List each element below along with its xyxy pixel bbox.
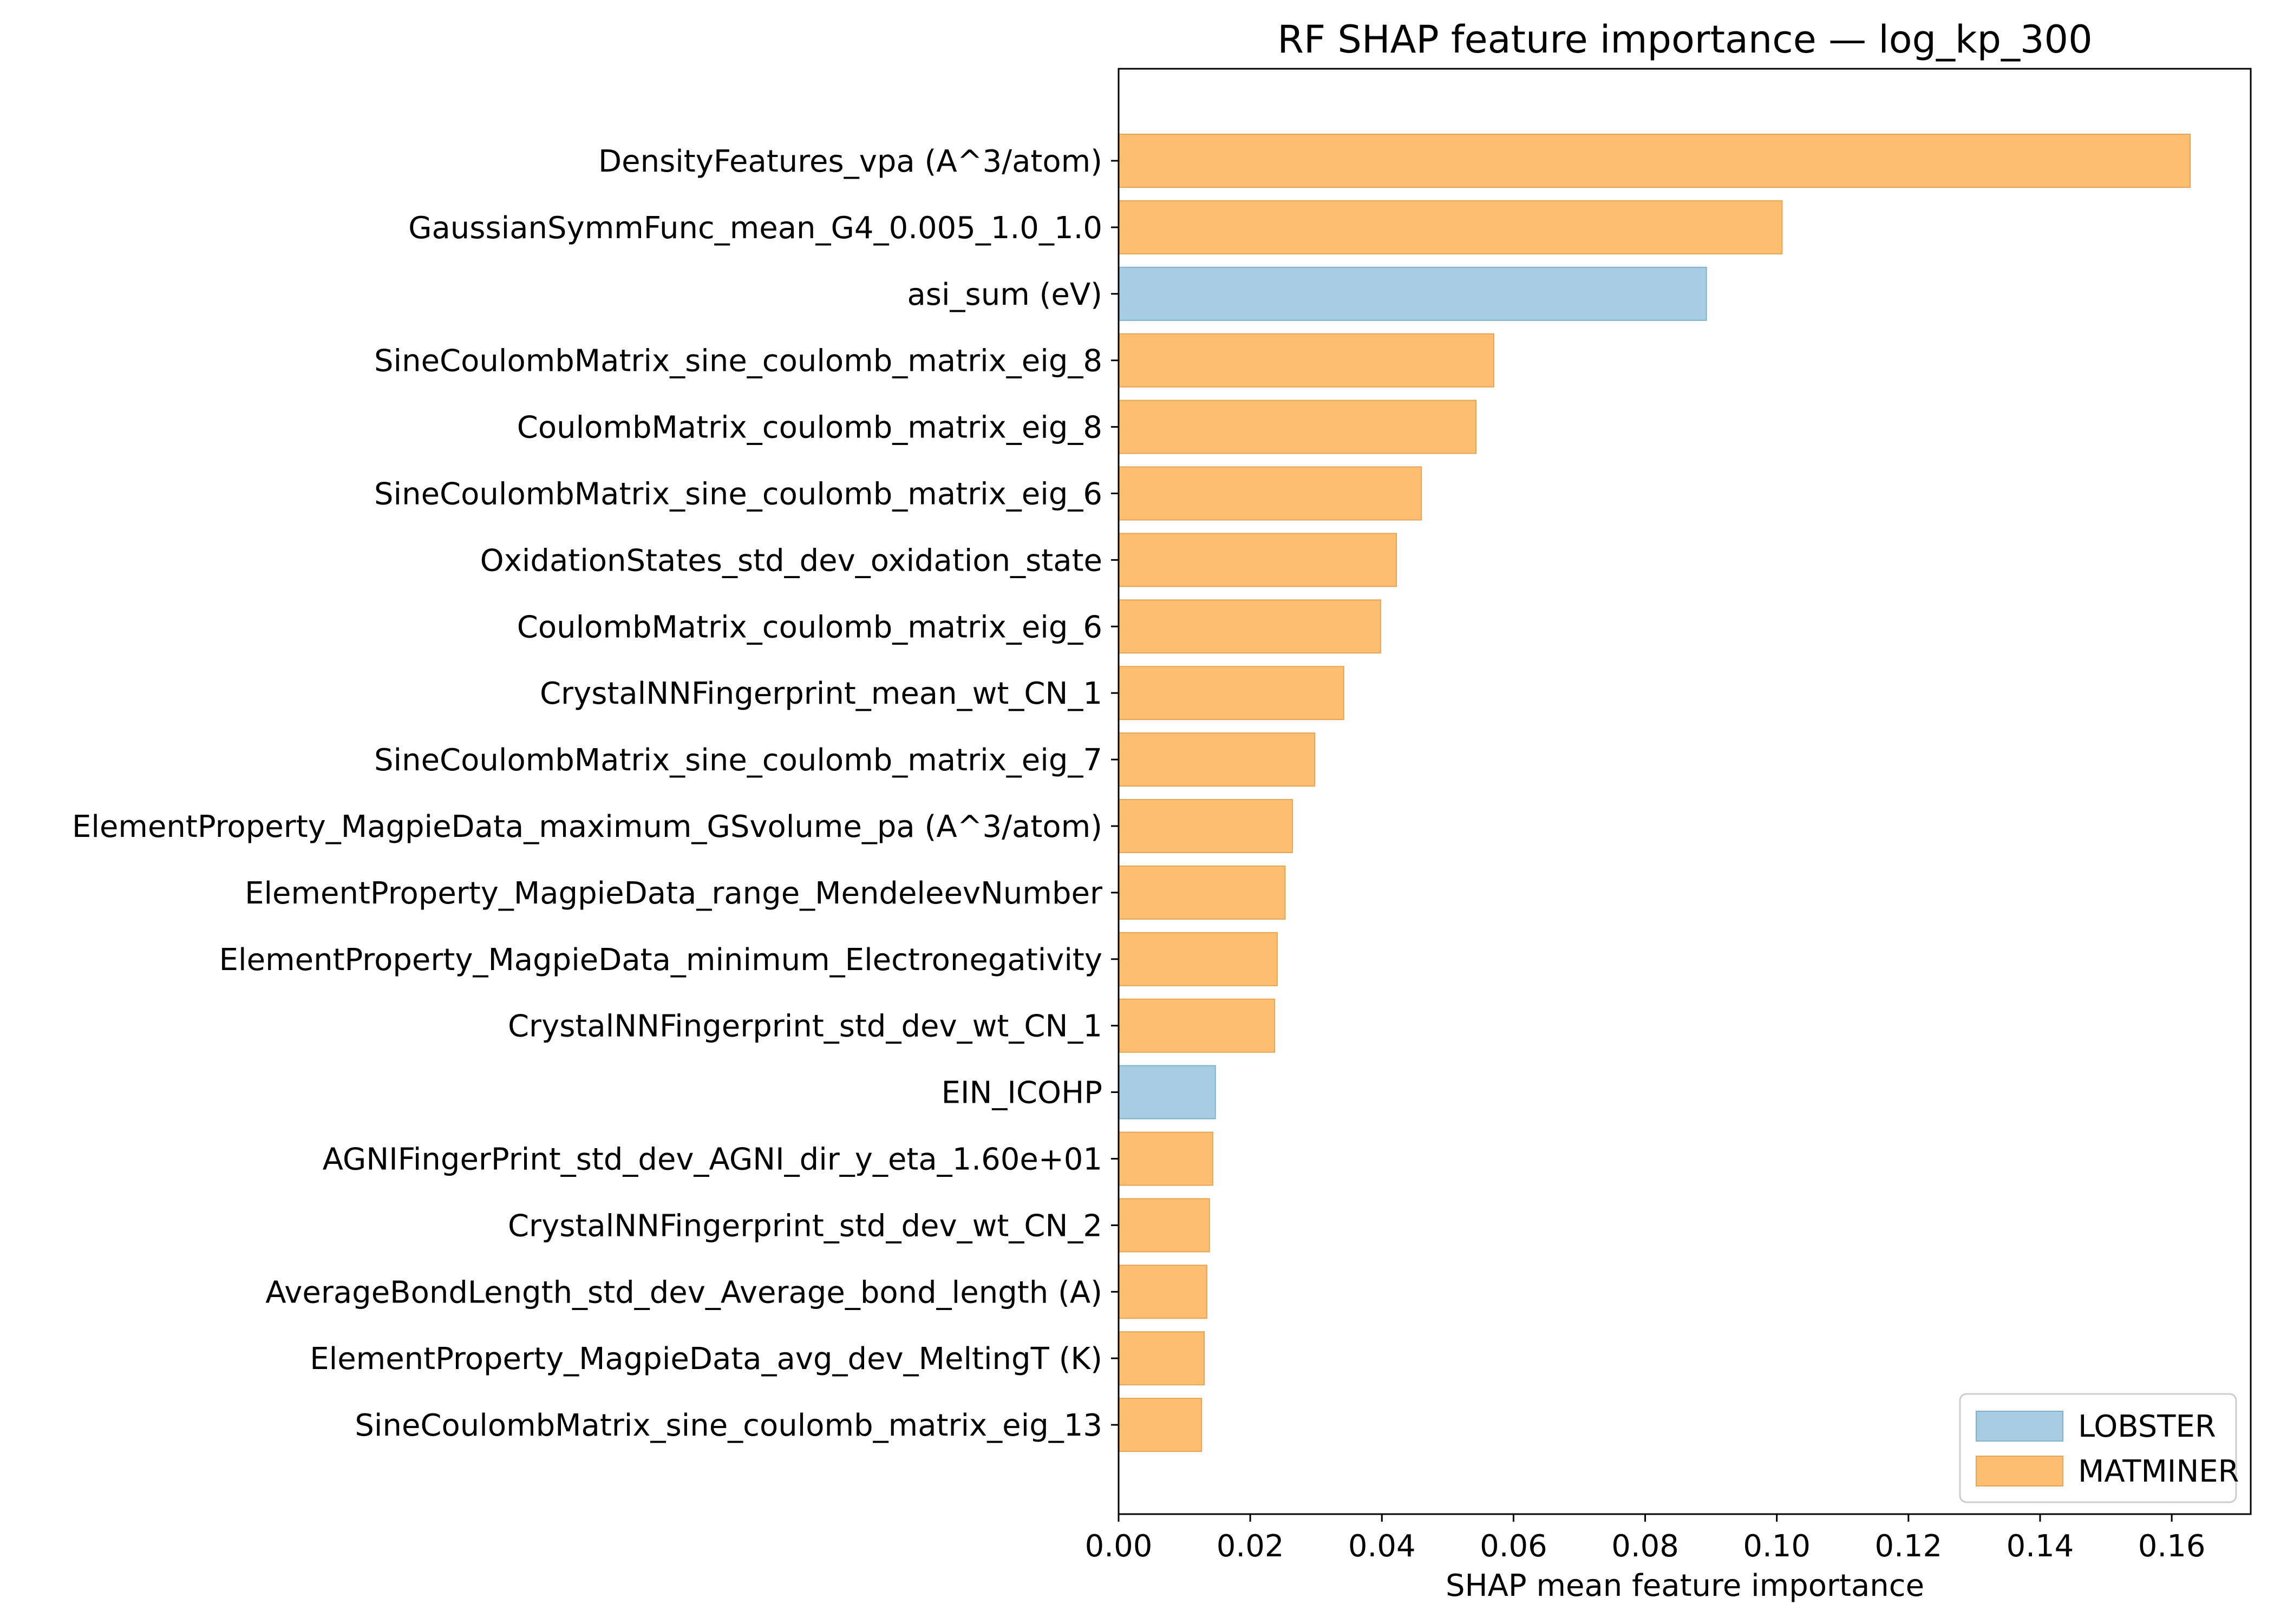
x-tick-label: 0.08 [1611, 1529, 1679, 1564]
bar-averagebondlength-std-dev-average-bond-length-a [1118, 1265, 1207, 1319]
chart-title: RF SHAP feature importance — log_kp_300 [1277, 17, 2092, 62]
y-tick-label: SineCoulombMatrix_sine_coulomb_matrix_ei… [374, 344, 1102, 379]
bar-agnifingerprint-std-dev-agni-dir-y-eta-1-60e-01 [1118, 1131, 1213, 1186]
x-tick-label: 0.02 [1217, 1529, 1284, 1564]
bar-elementproperty-magpiedata-avg-dev-meltingt-k [1118, 1331, 1205, 1386]
x-axis-ticks: 0.00 0.02 0.04 0.06 0.08 0.10 0.12 0.14 0.16 [1085, 1514, 2206, 1564]
y-tick-label: ElementProperty_MagpieData_range_Mendele… [245, 876, 1103, 911]
legend-swatch-matminer [1976, 1456, 2063, 1487]
x-axis-label: SHAP mean feature importance [1446, 1568, 1924, 1603]
y-tick-label: DensityFeatures_vpa (A^3/atom) [598, 144, 1102, 179]
y-tick-label: CoulombMatrix_coulomb_matrix_eig_6 [517, 610, 1102, 645]
bar-coulombmatrix-coulomb-matrix-eig-6 [1118, 599, 1381, 654]
legend-swatch-lobster [1976, 1411, 2063, 1442]
y-tick-label: ElementProperty_MagpieData_minimum_Elect… [219, 942, 1102, 978]
x-tick-label: 0.04 [1348, 1529, 1416, 1564]
legend-label-matminer: MATMINER [2078, 1454, 2239, 1489]
x-tick-label: 0.16 [2138, 1529, 2206, 1564]
bar-sinecoulombmatrix-sine-coulomb-matrix-eig-7 [1118, 732, 1316, 787]
y-tick-label: SineCoulombMatrix_sine_coulomb_matrix_ei… [374, 743, 1102, 778]
y-tick-label: GaussianSymmFunc_mean_G4_0.005_1.0_1.0 [408, 211, 1102, 246]
bar-sinecoulombmatrix-sine-coulomb-matrix-eig-6 [1118, 466, 1422, 521]
y-tick-label: EIN_ICOHP [942, 1076, 1102, 1111]
y-tick-labels: DensityFeatures_vpa (A^3/atom) GaussianSy… [72, 144, 1119, 1443]
y-tick-label: CoulombMatrix_coulomb_matrix_eig_8 [517, 410, 1102, 446]
y-tick-label: AverageBondLength_std_dev_Average_bond_l… [265, 1275, 1102, 1310]
x-tick-label: 0.06 [1480, 1529, 1547, 1564]
y-tick-label: SineCoulombMatrix_sine_coulomb_matrix_ei… [374, 477, 1102, 512]
y-tick-label: ElementProperty_MagpieData_maximum_GSvol… [72, 809, 1102, 844]
bar-elementproperty-magpiedata-maximum-gsvolume-pa-a-3-atom [1118, 799, 1293, 853]
bar-elementproperty-magpiedata-minimum-electronegativity [1118, 932, 1278, 986]
bar-asi-sum-ev [1118, 266, 1707, 321]
bar-ein-icohp [1118, 1065, 1216, 1119]
legend: LOBSTER MATMINER [1959, 1393, 2239, 1503]
bar-oxidationstates-std-dev-oxidation-state [1118, 533, 1397, 587]
bar-gaussiansymmfunc-mean-g4-0-005-1-0-1-0 [1118, 200, 1783, 254]
x-tick-label: 0.14 [2007, 1529, 2074, 1564]
bar-sinecoulombmatrix-sine-coulomb-matrix-eig-13 [1118, 1398, 1203, 1452]
y-tick-label: AGNIFingerPrint_std_dev_AGNI_dir_y_eta_1… [323, 1142, 1102, 1177]
bar-crystalnnfingerprint-mean-wt-cn-1 [1118, 666, 1344, 721]
bars-layer [1118, 134, 2191, 1452]
bar-densityfeatures-vpa-a-3-atom [1118, 134, 2191, 188]
x-tick-label: 0.12 [1874, 1529, 1942, 1564]
bar-coulombmatrix-coulomb-matrix-eig-8 [1118, 400, 1477, 454]
bar-crystalnnfingerprint-std-dev-wt-cn-2 [1118, 1198, 1210, 1253]
bar-sinecoulombmatrix-sine-coulomb-matrix-eig-8 [1118, 333, 1494, 388]
y-tick-label: ElementProperty_MagpieData_avg_dev_Melti… [310, 1341, 1102, 1377]
y-tick-label: SineCoulombMatrix_sine_coulomb_matrix_ei… [355, 1408, 1102, 1443]
legend-label-lobster: LOBSTER [2078, 1409, 2216, 1444]
x-tick-label: 0.00 [1085, 1529, 1153, 1564]
plot-frame [1118, 68, 2252, 1515]
y-tick-label: CrystalNNFingerprint_mean_wt_CN_1 [540, 676, 1102, 711]
y-tick-label: OxidationStates_std_dev_oxidation_state [480, 543, 1102, 578]
x-tick-label: 0.10 [1743, 1529, 1811, 1564]
y-tick-label: asi_sum (eV) [907, 277, 1102, 312]
bar-elementproperty-magpiedata-range-mendeleevnumber [1118, 865, 1286, 920]
y-tick-label: CrystalNNFingerprint_std_dev_wt_CN_1 [508, 1009, 1102, 1044]
y-tick-label: CrystalNNFingerprint_std_dev_wt_CN_2 [508, 1208, 1102, 1243]
bar-crystalnnfingerprint-std-dev-wt-cn-1 [1118, 998, 1276, 1053]
